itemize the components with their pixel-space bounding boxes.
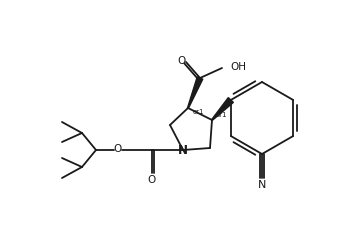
Text: N: N (178, 144, 188, 156)
Text: O: O (113, 144, 121, 154)
Text: N: N (258, 180, 266, 190)
Polygon shape (187, 77, 203, 108)
Text: OH: OH (230, 62, 246, 72)
Text: O: O (148, 175, 156, 185)
Text: O: O (177, 56, 185, 66)
Text: or1: or1 (192, 109, 204, 115)
Text: or1: or1 (215, 112, 227, 118)
Polygon shape (212, 98, 233, 120)
